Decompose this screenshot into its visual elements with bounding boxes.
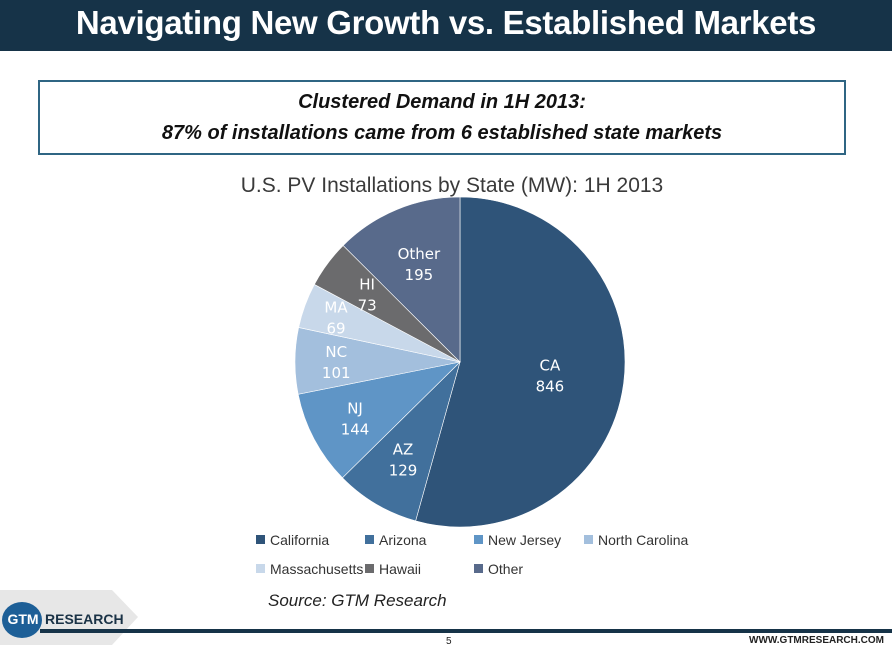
logo-gtm-text: GTM [7,611,39,627]
slice-value-nj: 144 [341,421,370,439]
legend-item-massachusetts: Massachusetts [256,561,363,577]
slice-label-ca: CA [540,356,561,374]
slice-label-nc: NC [325,343,347,361]
legend-item-north-carolina: North Carolina [584,532,688,548]
slice-value-ma: 69 [326,320,345,338]
slice-value-az: 129 [389,462,418,480]
legend-item-other: Other [474,561,523,577]
legend-item-new-jersey: New Jersey [474,532,561,548]
legend-swatch [256,564,265,573]
pie-slice-nj [297,361,461,479]
footer-url: WWW.GTMRESEARCH.COM [749,635,884,646]
callout-heading: Clustered Demand in 1H 2013: [298,91,586,113]
chart-title: U.S. PV Installations by State (MW): 1H … [240,174,664,197]
slice-value-nc: 101 [322,364,351,382]
legend-label: California [270,532,330,548]
legend-label: Hawaii [379,561,422,577]
legend-swatch [584,535,593,544]
legend-label: Massachusetts [270,561,364,577]
legend-item-hawaii: Hawaii [365,561,421,577]
footer-divider [40,629,892,633]
legend-swatch [365,535,374,544]
slice-label-other: Other [398,245,441,263]
slice-label-hi: HI [359,275,375,293]
slice-label-az: AZ [393,441,414,459]
legend-swatch [365,564,374,573]
pie-slice-az [342,360,461,522]
legend-swatch [474,564,483,573]
legend-label: New Jersey [488,532,562,548]
slice-label-nj: NJ [347,400,363,418]
gtm-logo-badge [2,602,42,638]
legend-swatch [474,535,483,544]
legend-label: North Carolina [598,532,689,548]
legend-label: Other [488,561,524,577]
source-note: Source: GTM Research [268,591,447,610]
header-bar: Navigating New Growth vs. Established Ma… [0,0,892,51]
slice-label-ma: MA [324,299,348,317]
legend-label: Arizona [379,532,427,548]
legend-item-california: California [256,532,329,548]
pie-slice-other [342,196,461,363]
slice-value-other: 195 [405,266,434,284]
page-number: 5 [446,636,452,647]
slice-value-hi: 73 [358,296,377,314]
logo-research-text: RESEARCH [45,611,124,627]
legend-item-arizona: Arizona [365,532,426,548]
pie-slice-ca [415,196,626,528]
legend-swatch [256,535,265,544]
callout-box: Clustered Demand in 1H 2013: 87% of inst… [38,80,846,155]
callout-text: 87% of installations came from 6 establi… [161,122,723,144]
slide-title: Navigating New Growth vs. Established Ma… [75,4,817,41]
slice-value-ca: 846 [536,377,565,395]
